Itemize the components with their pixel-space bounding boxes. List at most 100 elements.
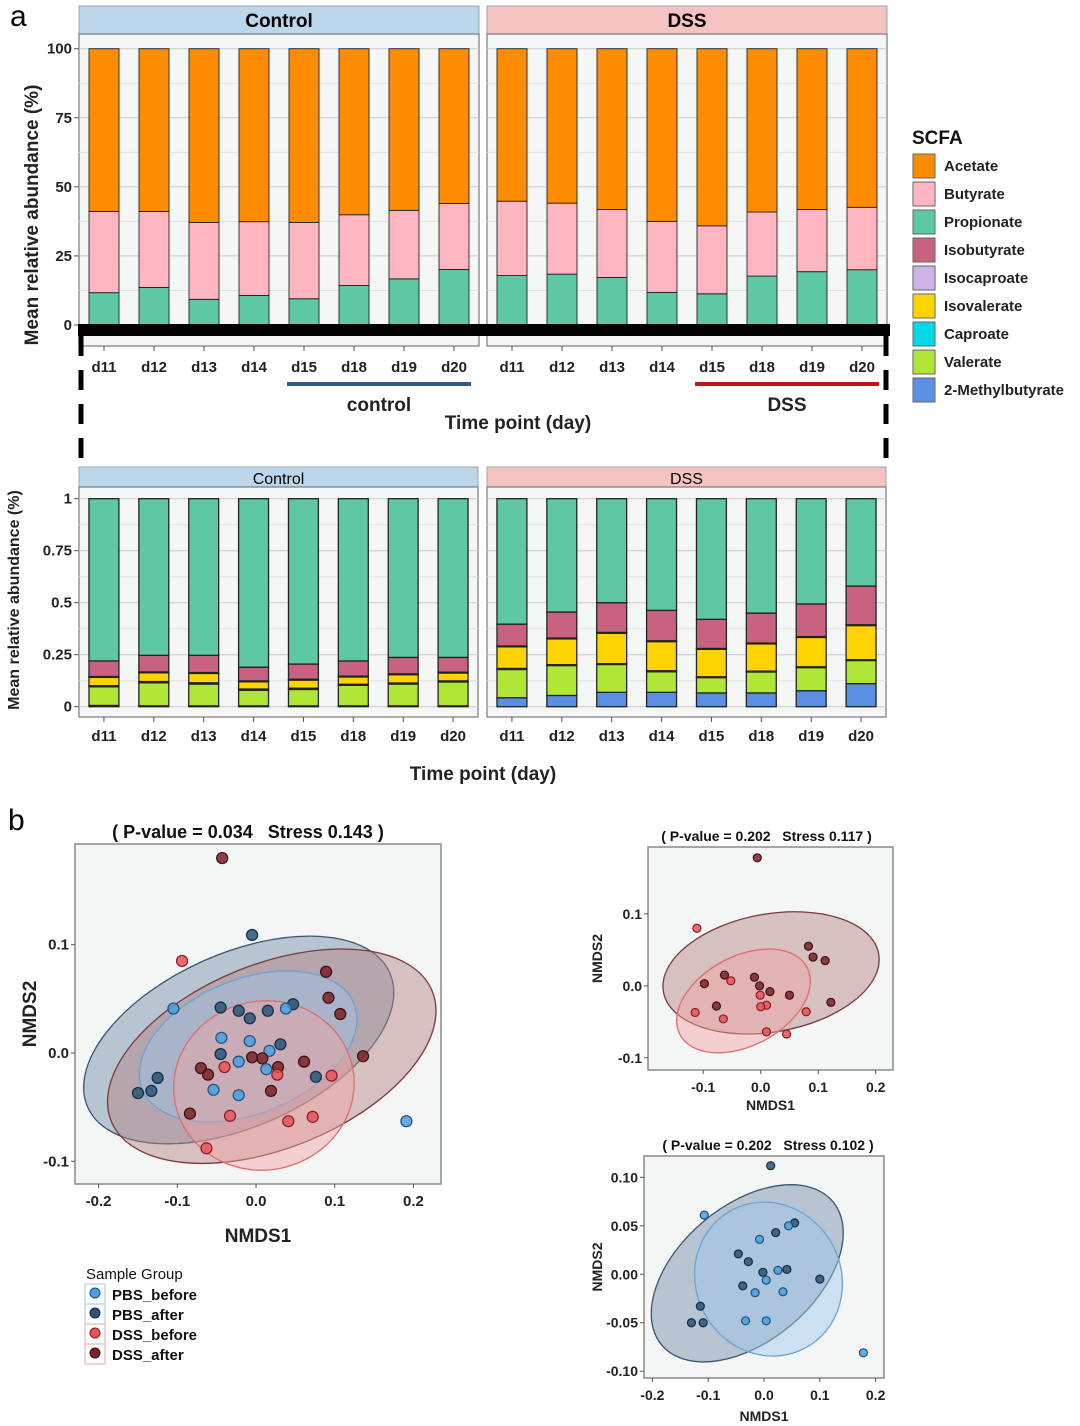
legend-label: Caproate <box>944 326 1009 343</box>
bar-segment-propionate <box>645 498 678 612</box>
x-axis-title: NMDS1 <box>746 1097 795 1113</box>
bar-segment-2-methylbutyrate <box>845 682 877 708</box>
bar-segment-isovalerate <box>387 674 419 684</box>
x-axis-title: NMDS1 <box>225 1226 292 1247</box>
bar-segment-2-methylbutyrate <box>496 697 528 708</box>
legend-label: Butyrate <box>944 186 1005 203</box>
point-pbs-before <box>761 1275 771 1285</box>
bar-segment-propionate <box>288 298 320 326</box>
legend-label: Isovalerate <box>944 298 1022 315</box>
bar-segment-propionate <box>845 498 877 587</box>
point-dss-before <box>755 990 765 1000</box>
bar-segment-2-methylbutyrate <box>795 690 827 708</box>
bar-segment-acetate <box>388 48 420 211</box>
facet-title: DSS <box>670 471 703 488</box>
x-tick-label: d12 <box>141 728 167 745</box>
bar-segment-propionate <box>88 498 120 662</box>
x-tick-label: d12 <box>549 728 575 745</box>
bar-segment-2-methylbutyrate <box>695 692 728 708</box>
plot-title: ( P-value = 0.034 Stress 0.143 ) <box>112 822 384 842</box>
legend-marker-pbs-after <box>89 1307 101 1319</box>
bar-segment-isobutyrate <box>188 654 220 674</box>
point-pbs-after <box>151 1071 164 1084</box>
bar-segment-isobutyrate <box>387 656 419 675</box>
point-dss-after <box>201 1068 215 1081</box>
bar-segment-isobutyrate <box>237 666 270 682</box>
bar-segment-propionate <box>646 291 678 326</box>
y-tick-label: 75 <box>55 110 72 127</box>
facet-title: Control <box>245 11 313 32</box>
point-pbs-before <box>400 1115 413 1128</box>
y-axis-title: NMDS2 <box>589 1242 605 1291</box>
point-dss-after <box>803 941 814 951</box>
point-pbs-after <box>738 1281 748 1291</box>
bar-segment-acetate <box>238 48 270 223</box>
y-tick-label: 0.75 <box>43 543 72 560</box>
bar-segment-isovalerate <box>437 672 469 682</box>
bar-segment-valerate <box>88 686 120 707</box>
bar-segment-2-methylbutyrate <box>745 692 777 708</box>
legend-title: Sample Group <box>86 1266 183 1283</box>
bar-segment-valerate <box>287 688 320 707</box>
point-pbs-after <box>274 1038 287 1051</box>
scfa-legend: SCFA Acetate Butyrate Propionate Isobutyrate… <box>912 128 1064 403</box>
point-dss-after <box>183 1107 197 1120</box>
y-axis-title: NMDS2 <box>589 934 605 983</box>
plot-title: ( P-value = 0.202 Stress 0.117 ) <box>661 828 872 844</box>
y-tick-label: 0.25 <box>43 647 72 664</box>
point-dss-before <box>218 1060 231 1074</box>
bar-segment-propionate <box>846 269 878 326</box>
bar-segment-acetate <box>438 48 470 204</box>
x-tick-label: d14 <box>649 359 676 376</box>
y-tick-label: 0.05 <box>611 1218 638 1234</box>
point-pbs-before <box>778 1287 788 1297</box>
bar-segment-isobutyrate <box>496 623 528 647</box>
legend-swatch-2-methylbutyrate <box>912 377 936 403</box>
bar-segment-acetate <box>496 48 528 202</box>
x-tick-label: d20 <box>440 728 466 745</box>
bar-segment-propionate <box>546 498 578 613</box>
x-tick-label: 0.0 <box>751 1079 771 1095</box>
bar-segment-butyrate <box>88 210 120 294</box>
legend-title: SCFA <box>912 128 963 149</box>
bar-segment-valerate <box>596 663 628 693</box>
point-pbs-after <box>145 1084 158 1097</box>
bar-segment-butyrate <box>388 209 420 280</box>
bar-segment-propionate <box>438 269 470 326</box>
sample-group-legend: Sample Group PBS_before PBS_after DSS_befor… <box>84 1266 197 1365</box>
bar-segment-butyrate <box>796 209 828 273</box>
legend-label: PBS_before <box>112 1287 197 1304</box>
x-tick-label: d11 <box>91 359 116 376</box>
legend-swatch-isovalerate <box>912 293 936 319</box>
x-tick-label: d14 <box>241 359 268 376</box>
bar-segment-butyrate <box>846 206 878 271</box>
point-pbs-before <box>167 1002 180 1015</box>
period-label-dss: DSS <box>767 395 806 416</box>
plot-title: ( P-value = 0.202 Stress 0.102 ) <box>662 1137 873 1153</box>
bar-segment-propionate <box>188 298 220 326</box>
x-tick-label: d20 <box>441 359 467 376</box>
x-tick-label: 0.0 <box>754 1387 774 1403</box>
x-tick-label: 0.2 <box>403 1193 424 1210</box>
point-dss-before <box>690 1007 700 1018</box>
plot-area <box>83 851 437 1171</box>
bar-segment-propionate <box>188 498 220 656</box>
bar-segment-valerate <box>437 681 469 707</box>
point-dss-after <box>711 1001 722 1011</box>
x-tick-label: 0.2 <box>866 1387 886 1403</box>
y-tick-label: 0.00 <box>611 1266 638 1282</box>
bar-segment-propionate <box>337 498 369 662</box>
point-pbs-after <box>698 1318 708 1328</box>
point-dss-after <box>334 1007 347 1021</box>
bar-segment-propionate <box>596 277 628 326</box>
bar-segment-butyrate <box>746 211 778 277</box>
point-pbs-before <box>761 1316 771 1326</box>
point-pbs-after <box>695 1301 705 1311</box>
bar-segment-propionate <box>388 278 420 326</box>
point-pbs-after <box>686 1318 697 1328</box>
bar-segment-propionate <box>138 498 170 656</box>
bar-segment-isobutyrate <box>645 609 678 642</box>
bar-segment-isovalerate <box>745 643 777 672</box>
panel-label-b: b <box>8 804 25 837</box>
